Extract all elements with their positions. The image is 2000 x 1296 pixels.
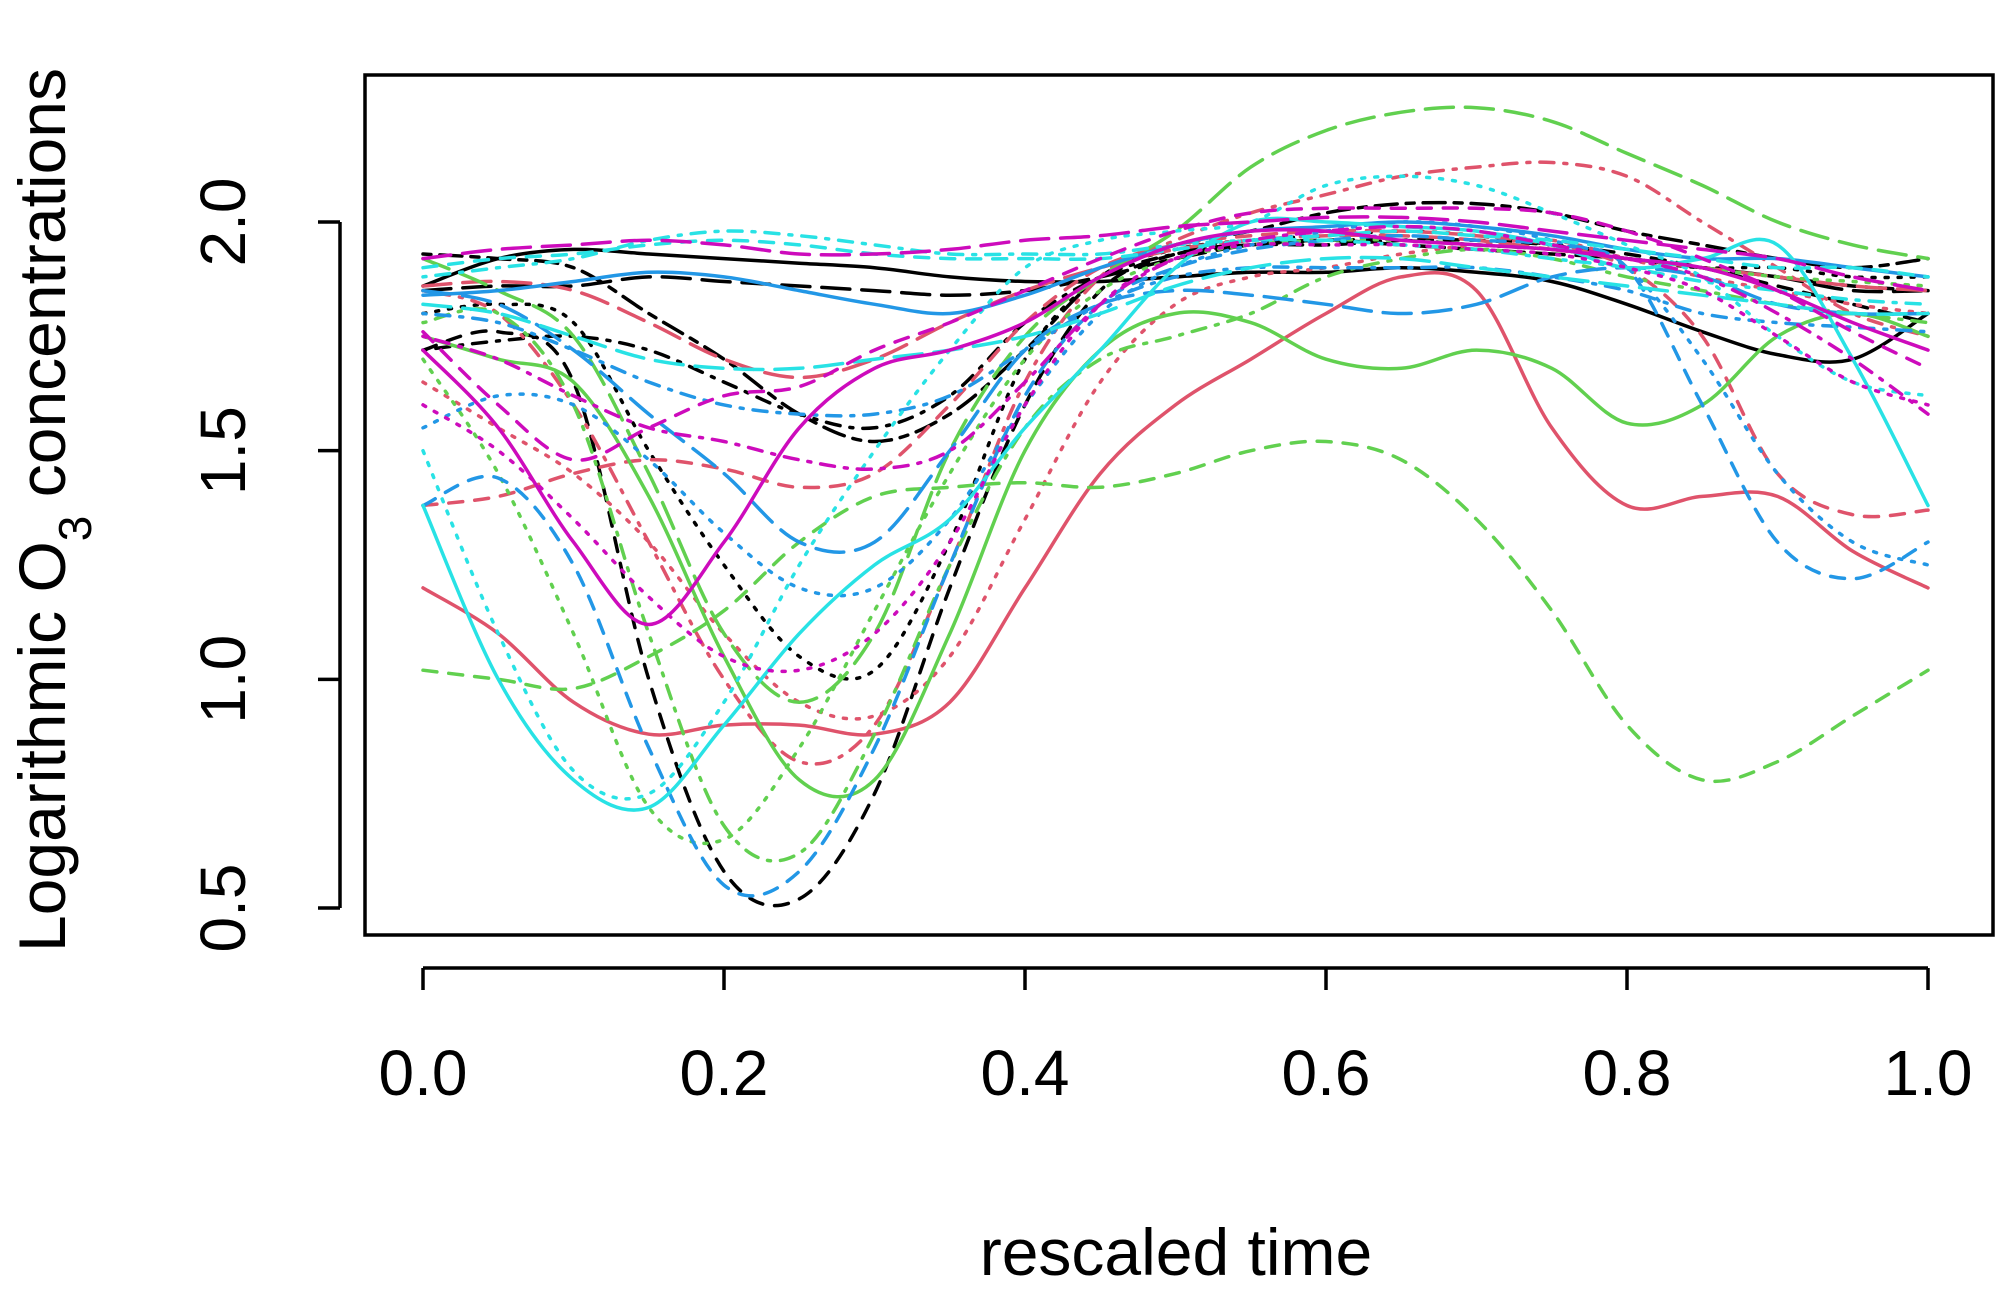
y-tick-label: 1.5 [187,406,259,495]
series-layer [421,105,1930,908]
x-tick-label: 0.8 [1583,1037,1672,1109]
y-tick-label: 2.0 [187,178,259,267]
series-line-s19 [421,265,1930,554]
y-tick-label: 0.5 [187,864,259,953]
series-line-s16 [421,247,1930,863]
series-line-s3 [421,237,1930,908]
y-axis-title: Logarithmic O3 concentrations [5,68,101,952]
series-line-s24 [421,174,1930,801]
series-line-s31 [421,224,1930,471]
series-line-s22 [421,216,1930,812]
series-line-s13 [421,439,1930,784]
x-axis-title: rescaled time [980,1215,1373,1289]
series-line-s10 [421,160,1930,766]
y-axis: 0.5 1.0 1.5 2.0 [187,178,342,953]
x-tick-label: 0.4 [981,1037,1070,1109]
series-line-s12 [421,310,1930,799]
series-line-s4 [421,229,1930,681]
series-line-s8 [421,228,1930,519]
series-line-s28 [421,206,1930,462]
series-line-s30 [421,242,1930,674]
series-line-s18 [421,233,1930,898]
series-line-s27 [421,227,1930,627]
series-line-s29 [421,215,1930,293]
x-tick-label: 1.0 [1884,1037,1973,1109]
series-line-s7 [421,271,1930,737]
series-line-s25 [421,255,1930,372]
series-line-s9 [421,237,1930,721]
y-tick-label: 1.0 [187,635,259,724]
series-line-s21 [421,265,1930,418]
plot-frame [363,73,1995,937]
x-tick-label: 0.0 [379,1037,468,1109]
series-line-s20 [421,220,1930,598]
x-tick-label: 0.2 [680,1037,769,1109]
series-line-s23 [421,229,1930,279]
x-axis: 0.0 0.2 0.4 0.6 0.8 1.0 [379,966,1973,1109]
x-tick-label: 0.6 [1282,1037,1371,1109]
